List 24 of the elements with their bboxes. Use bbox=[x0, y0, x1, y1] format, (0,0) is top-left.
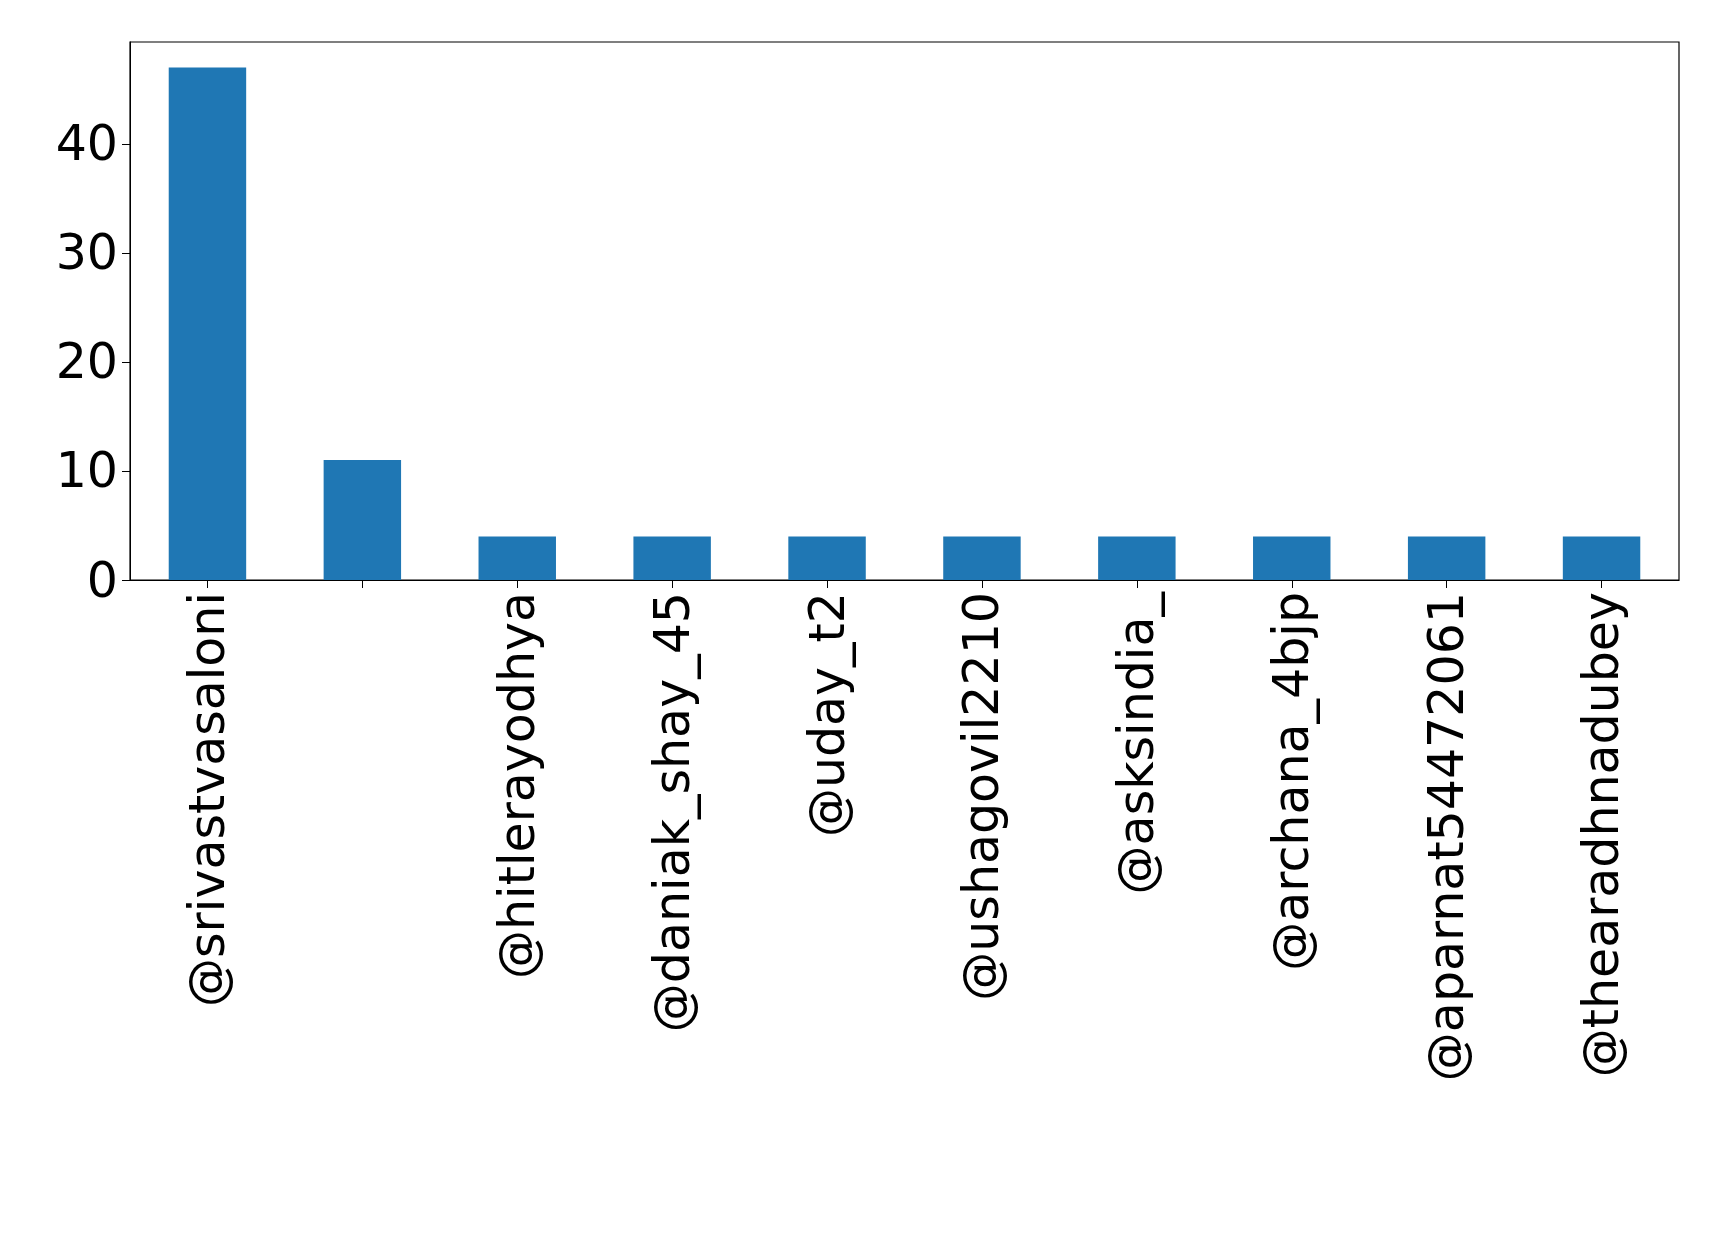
bar bbox=[633, 536, 711, 580]
bar bbox=[168, 67, 247, 580]
x-tick-label: @srivastvasaloni bbox=[178, 592, 236, 1007]
bar bbox=[1253, 536, 1331, 580]
x-tick-label: @asksindia_ bbox=[1108, 591, 1166, 895]
x-tick-label: @daniak_shay_45 bbox=[643, 592, 701, 1033]
y-tick-label: 10 bbox=[55, 442, 118, 500]
y-tick-label: 0 bbox=[86, 551, 118, 609]
x-tick-label: @uday_t2 bbox=[798, 592, 856, 838]
bar bbox=[1562, 536, 1641, 580]
bar bbox=[478, 536, 556, 580]
y-tick-label: 20 bbox=[55, 333, 118, 391]
x-tick-label: @hitlerayodhya bbox=[488, 592, 546, 979]
bar bbox=[323, 460, 402, 580]
bar bbox=[788, 536, 866, 580]
bar bbox=[1407, 536, 1486, 580]
x-tick-label: @aparnat54472061 bbox=[1418, 592, 1476, 1082]
x-tick-label: @ushagovil2210 bbox=[953, 592, 1011, 1001]
bar bbox=[943, 536, 1021, 580]
y-tick-label: 30 bbox=[55, 224, 118, 282]
bar bbox=[1098, 536, 1176, 580]
x-tick-label: @archana_4bjp bbox=[1263, 592, 1321, 971]
y-tick-label: 40 bbox=[55, 115, 118, 173]
x-tick-label: @thearadhnadubey bbox=[1573, 592, 1631, 1078]
